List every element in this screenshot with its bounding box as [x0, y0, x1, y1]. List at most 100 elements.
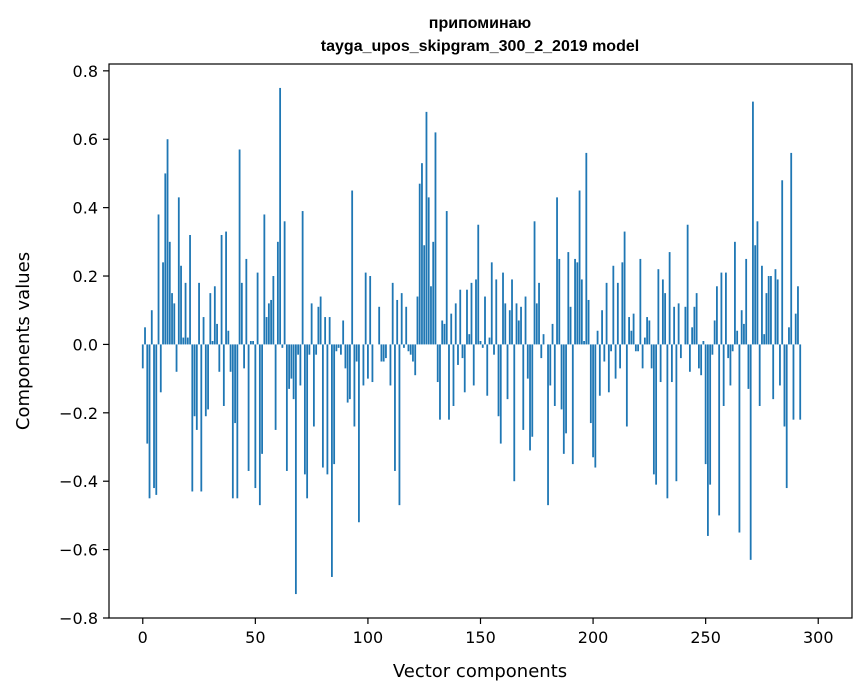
bar-component-265: [738, 344, 741, 533]
bar-component-284: [781, 180, 784, 345]
bar-component-203: [598, 344, 601, 396]
bar-component-156: [493, 344, 495, 355]
bar-component-20: [186, 337, 189, 345]
bar-component-50: [254, 344, 257, 489]
bar-component-78: [317, 306, 320, 345]
bar-component-26: [200, 344, 203, 492]
y-tick-label: 0.2: [73, 267, 98, 286]
bar-component-170: [524, 296, 527, 345]
bar-component-210: [614, 344, 617, 379]
bar-component-17: [180, 265, 182, 345]
bar-component-22: [191, 344, 194, 492]
bar-component-5: [153, 344, 155, 489]
bar-component-267: [743, 323, 745, 345]
bar-component-32: [213, 286, 216, 345]
x-axis-ticks: 0 50 100 150 200 250 300: [138, 618, 834, 647]
bar-component-114: [398, 344, 401, 506]
bar-component-55: [265, 317, 268, 345]
bar-component-183: [553, 344, 556, 406]
bar-component-61: [279, 87, 282, 345]
bar-component-7: [157, 214, 160, 345]
bar-component-244: [691, 327, 694, 345]
bar-component-206: [605, 282, 608, 345]
bar-component-116: [403, 344, 405, 348]
bar-component-51: [256, 272, 259, 345]
bar-component-159: [499, 344, 502, 444]
bar-component-87: [337, 344, 340, 348]
bar-component-250: [704, 344, 707, 465]
bar-component-204: [601, 310, 603, 345]
bar-component-226: [650, 344, 653, 369]
bar-component-277: [765, 293, 768, 345]
bar-component-275: [761, 265, 763, 345]
bar-component-54: [263, 214, 266, 345]
bar-component-169: [522, 344, 525, 430]
bar-component-247: [698, 344, 700, 369]
bar-component-12: [168, 241, 171, 345]
x-tick-label: 50: [245, 628, 265, 647]
bar-component-84: [331, 344, 333, 577]
bar-component-255: [716, 286, 718, 345]
bar-component-122: [416, 296, 419, 345]
bar-component-276: [763, 334, 766, 345]
bar-component-25: [198, 282, 200, 345]
bar-component-11: [166, 139, 169, 345]
bar-component-253: [711, 344, 714, 355]
bar-component-236: [673, 306, 676, 345]
bar-component-18: [182, 337, 185, 345]
bar-component-52: [258, 344, 261, 506]
bar-component-89: [342, 320, 345, 345]
bar-component-117: [405, 306, 408, 345]
bar-component-242: [686, 224, 689, 345]
bar-component-43: [238, 149, 241, 345]
bar-component-287: [788, 327, 790, 345]
bar-component-60: [276, 241, 279, 345]
bar-component-149: [477, 224, 480, 345]
bar-component-154: [488, 337, 491, 345]
bar-component-213: [621, 262, 624, 345]
bar-component-38: [227, 330, 230, 345]
bar-component-229: [657, 269, 660, 345]
bar-component-274: [758, 344, 761, 406]
bar-component-207: [607, 344, 610, 393]
bar-component-208: [610, 344, 612, 352]
bar-component-227: [652, 344, 655, 475]
bar-component-165: [513, 344, 516, 482]
bar-component-192: [574, 258, 576, 345]
bar-component-195: [580, 279, 583, 345]
bar-component-100: [367, 344, 369, 379]
bar-component-101: [369, 276, 372, 345]
bar-component-98: [362, 344, 365, 386]
bar-component-53: [261, 344, 263, 454]
bar-component-249: [702, 341, 705, 345]
y-tick-label: −0.4: [59, 472, 98, 491]
bar-component-134: [443, 323, 446, 345]
bar-component-68: [294, 344, 297, 595]
bar-component-237: [675, 344, 678, 482]
x-tick-label: 150: [465, 628, 496, 647]
bar-component-14: [173, 303, 176, 345]
bar-component-19: [184, 282, 187, 345]
bar-component-96: [358, 344, 360, 523]
bar-component-28: [204, 344, 207, 417]
bar-component-178: [542, 334, 545, 345]
bar-component-88: [340, 344, 342, 355]
bar-component-152: [484, 296, 486, 345]
y-tick-label: −0.6: [59, 541, 98, 560]
bar-component-139: [454, 303, 457, 345]
bar-component-252: [709, 344, 712, 485]
bar-component-146: [470, 282, 473, 345]
y-axis-ticks: −0.8 −0.6 −0.4 −0.2 0.0 0.2 0.4 0.6 0.8: [59, 62, 109, 628]
bar-component-174: [533, 221, 536, 345]
bar-component-153: [486, 344, 489, 396]
bar-component-93: [351, 190, 354, 345]
bar-component-189: [567, 252, 570, 345]
bar-component-201: [594, 344, 597, 468]
y-tick-label: 0.8: [73, 62, 98, 81]
bar-component-128: [430, 286, 432, 345]
bar-component-160: [502, 272, 504, 345]
bar-component-63: [283, 221, 286, 345]
bar-component-222: [641, 344, 644, 369]
bar-component-164: [511, 279, 513, 345]
bar-component-29: [207, 344, 209, 410]
